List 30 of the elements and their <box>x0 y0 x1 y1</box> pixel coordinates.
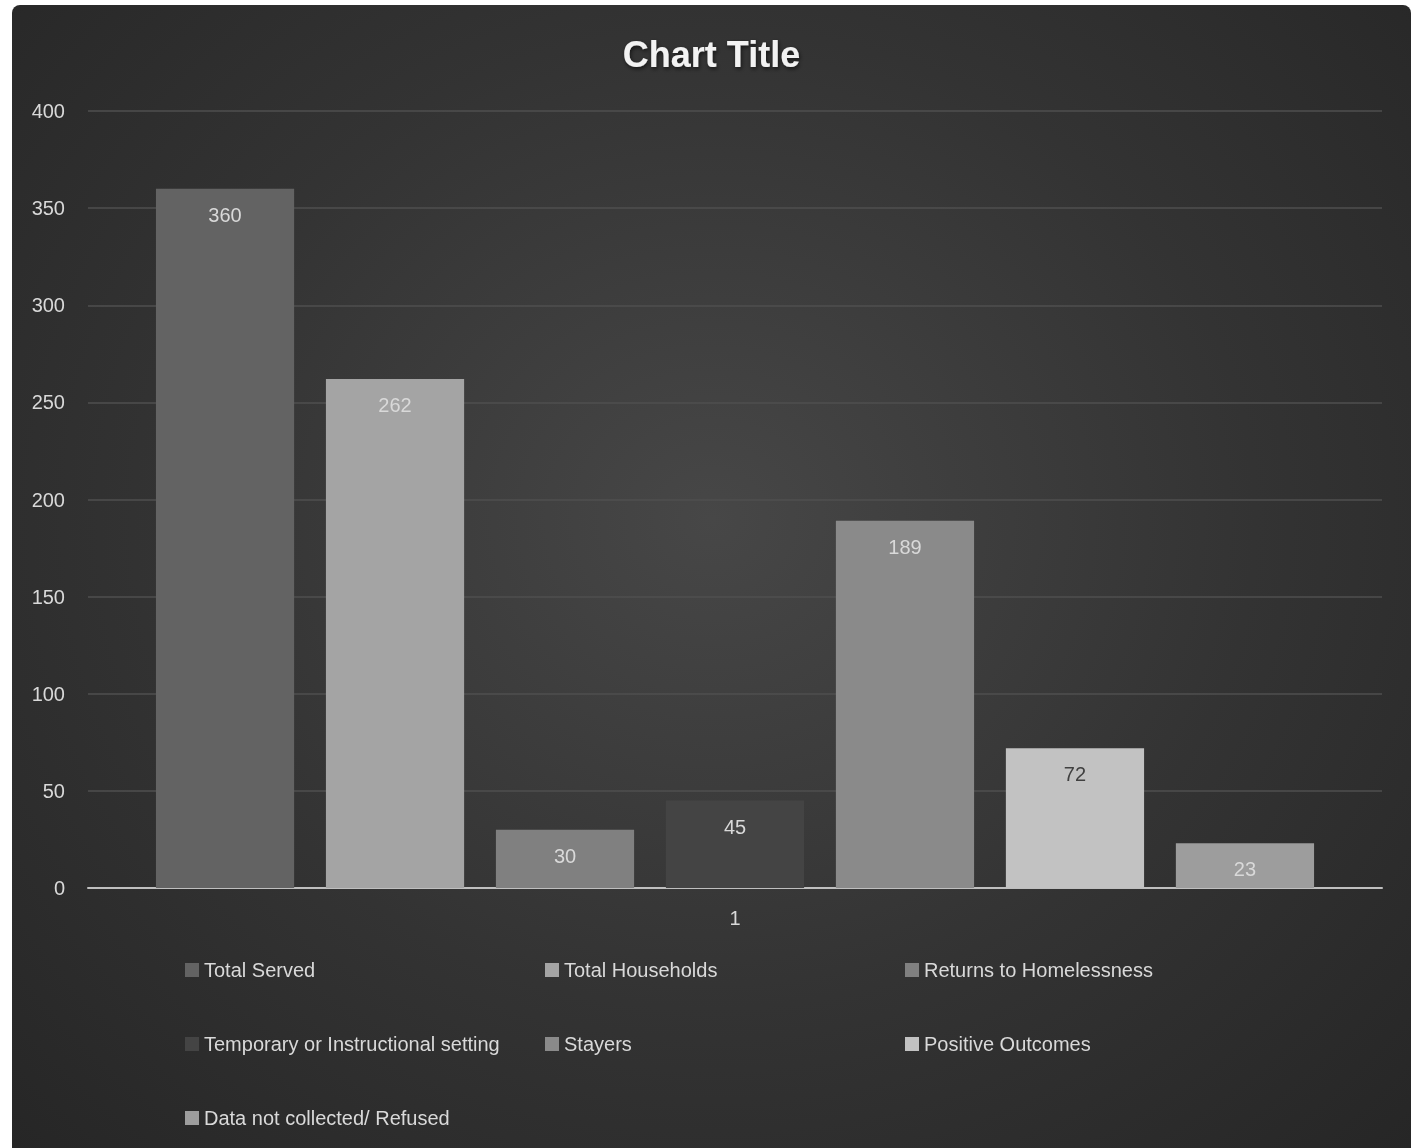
legend-label: Total Households <box>564 959 718 981</box>
y-tick-label: 300 <box>31 294 65 317</box>
y-tick-label: 100 <box>31 682 65 705</box>
bar <box>1175 843 1315 888</box>
data-label: 30 <box>553 844 577 867</box>
legend-label: Data not collected/ Refused <box>204 1107 450 1129</box>
y-tick-label: 350 <box>31 197 65 220</box>
legend-label: Positive Outcomes <box>924 1033 1091 1055</box>
bar <box>495 829 635 888</box>
bar <box>665 800 805 888</box>
x-tick-label: 1 <box>729 907 741 929</box>
y-tick-label: 0 <box>53 877 65 899</box>
bar <box>155 188 295 888</box>
y-tick-label: 250 <box>31 391 65 414</box>
bar <box>325 379 465 888</box>
bar <box>835 520 975 888</box>
data-label: 189 <box>888 535 922 558</box>
y-tick-label: 50 <box>42 779 65 802</box>
data-label: 72 <box>1063 763 1087 786</box>
legend-label: Returns to Homelessness <box>924 959 1153 981</box>
y-tick-label: 400 <box>31 100 65 122</box>
legend-label: Stayers <box>564 1033 632 1055</box>
chart-title: Chart Title <box>622 33 801 75</box>
legend-label: Temporary or Instructional setting <box>204 1033 500 1055</box>
legend-label: Total Served <box>204 959 316 981</box>
data-label: 360 <box>208 203 242 226</box>
y-tick-label: 200 <box>31 488 65 511</box>
data-label: 23 <box>1233 858 1257 881</box>
y-tick-label: 150 <box>31 585 65 608</box>
data-label: 45 <box>723 815 747 838</box>
